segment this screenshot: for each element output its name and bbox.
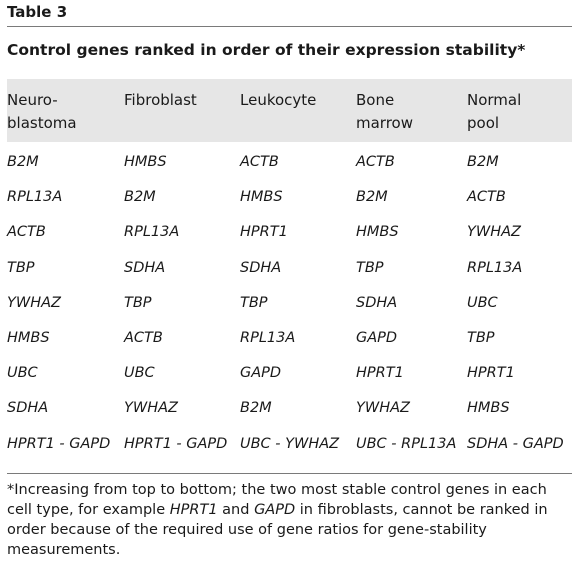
footnote: *Increasing from top to bottom; the two … xyxy=(7,480,567,560)
table-cell: UBC - YWHAZ xyxy=(240,435,340,452)
table-cell: GAPD xyxy=(356,330,398,346)
column-header: Neuro- blastoma xyxy=(7,91,77,132)
table-cell: HMBS xyxy=(7,330,50,346)
table-cell: HPRT1 - GAPD xyxy=(7,435,111,452)
table-label: Table 3 xyxy=(7,3,68,21)
bottom-rule xyxy=(7,473,572,474)
table-cell: RPL13A xyxy=(467,259,523,276)
top-rule xyxy=(7,26,572,27)
table-cell: HPRT1 xyxy=(467,365,515,382)
table-cell: SDHA xyxy=(7,400,49,417)
table-cell: HPRT1 - GAPD xyxy=(124,435,228,452)
table-cell: TBP xyxy=(240,294,268,311)
table-cell: TBP xyxy=(467,330,495,346)
table-cell: UBC xyxy=(124,365,155,382)
table-cell: UBC xyxy=(467,294,498,311)
table-cell: YWHAZ xyxy=(467,224,521,241)
table-cell: B2M xyxy=(240,400,272,417)
footnote-gene: HPRT1 xyxy=(169,502,218,518)
column-header: Normal pool xyxy=(467,91,522,132)
column-header: Leukocyte xyxy=(240,91,317,109)
footnote-text: in fibroblasts, cannot be ranked in orde… xyxy=(7,502,548,558)
table-cell: SDHA - GAPD xyxy=(467,435,564,452)
table-cell: RPL13A xyxy=(240,330,296,346)
table-cell: HMBS xyxy=(124,154,167,170)
table-cell: ACTB xyxy=(356,154,395,170)
table-cell: SDHA xyxy=(240,259,282,276)
table-cell: TBP xyxy=(124,294,152,311)
table-cell: ACTB xyxy=(7,224,46,241)
footnote-text: *Increasing from top to bottom; the two … xyxy=(7,482,547,518)
table-cell: B2M xyxy=(7,154,39,170)
table-cell: HPRT1 xyxy=(240,224,288,241)
table-cell: UBC xyxy=(7,365,38,382)
table-cell: ACTB xyxy=(467,189,506,206)
table-cell: TBP xyxy=(7,259,35,276)
column-header: Bone marrow xyxy=(356,91,413,132)
table-cell: B2M xyxy=(467,154,499,170)
table-cell: HMBS xyxy=(356,224,399,241)
table-cell: YWHAZ xyxy=(356,400,410,417)
table-caption: Control genes ranked in order of their e… xyxy=(7,41,526,59)
table-cell: YWHAZ xyxy=(7,294,61,311)
table-cell: HPRT1 xyxy=(356,365,404,382)
table-cell: B2M xyxy=(356,189,388,206)
table-cell: ACTB xyxy=(240,154,279,170)
table-cell: UBC - RPL13A xyxy=(356,435,457,452)
table-cell: GAPD xyxy=(240,365,282,382)
footnote-text: and xyxy=(217,502,255,518)
table-cell: B2M xyxy=(124,189,156,206)
table-cell: YWHAZ xyxy=(124,400,178,417)
table-cell: RPL13A xyxy=(124,224,180,241)
column-header: Fibroblast xyxy=(124,91,197,109)
header-band xyxy=(7,79,572,142)
table-cell: SDHA xyxy=(124,259,166,276)
table-cell: TBP xyxy=(356,259,384,276)
table-cell: HMBS xyxy=(240,189,283,206)
table-cell: SDHA xyxy=(356,294,398,311)
table-cell: HMBS xyxy=(467,400,510,417)
footnote-gene: GAPD xyxy=(254,502,296,518)
table-cell: ACTB xyxy=(124,330,163,346)
table-cell: RPL13A xyxy=(7,189,63,206)
